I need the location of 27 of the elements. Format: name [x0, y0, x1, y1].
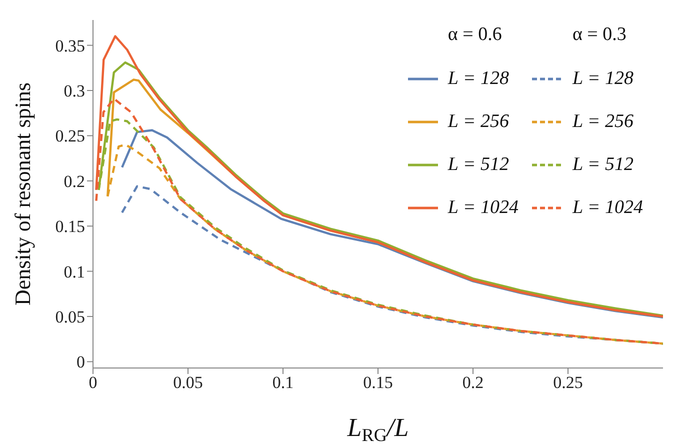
- y-tick-label: 0.25: [55, 126, 85, 146]
- legend-label: L = 256: [572, 111, 634, 133]
- x-tick-label: 0.05: [173, 373, 203, 392]
- x-tick-label: 0.25: [553, 373, 583, 392]
- x-axis-title: L$_{RG}$/L: [346, 413, 409, 446]
- y-tick-label: 0.05: [55, 308, 85, 327]
- y-tick-label: 0.1: [64, 262, 85, 282]
- y-axis-title: Density of resonant spins: [10, 82, 35, 306]
- legend-label: L = 128: [448, 68, 509, 90]
- annotation: α = 0.3: [571, 24, 628, 47]
- y-tick-label: 0: [76, 352, 85, 372]
- x-tick-label: 0.15: [363, 373, 393, 392]
- y-tick-label: 0.15: [55, 217, 85, 236]
- legend-label: L = 128: [572, 68, 634, 90]
- x-tick-label: 0.2: [462, 373, 484, 392]
- legend-label: L = 512: [572, 154, 634, 176]
- y-tick-label: 0.35: [55, 36, 85, 56]
- legend-label: L = 1024: [572, 197, 643, 219]
- y-tick-label: 0.3: [64, 82, 85, 101]
- legend-label: L = 512: [448, 154, 509, 176]
- y-tick-label: 0.2: [64, 172, 85, 191]
- legend-label: L = 256: [448, 111, 509, 133]
- x-tick-label: 0: [88, 373, 98, 392]
- x-tick-label: 0.1: [272, 373, 294, 392]
- line-series: [120, 129, 663, 318]
- annotation: α = 0.6: [446, 24, 503, 47]
- legend-label: L = 1024: [448, 197, 518, 219]
